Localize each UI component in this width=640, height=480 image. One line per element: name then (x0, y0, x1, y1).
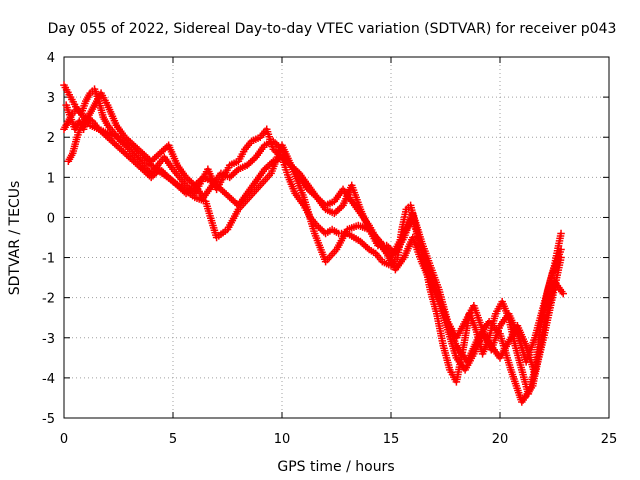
y-tick-label: 4 (47, 51, 55, 66)
x-tick-label: 5 (169, 432, 177, 447)
y-axis-label: SDTVAR / TECUs (7, 181, 23, 296)
axis-ticks: 0 5 10 15 20 25 -5 -4 -3 -2 -1 0 1 2 3 4 (42, 51, 617, 447)
y-tick-label: -4 (42, 372, 55, 387)
x-tick-label: 20 (492, 432, 509, 447)
x-tick-label: 15 (383, 432, 400, 447)
y-tick-label: 3 (47, 91, 55, 106)
y-tick-label: 2 (47, 131, 55, 146)
x-tick-label: 10 (274, 432, 291, 447)
data-marks (60, 81, 567, 406)
x-tick-label: 25 (601, 432, 618, 447)
grid-lines (64, 57, 609, 418)
y-tick-label: 1 (47, 171, 55, 186)
y-tick-label: -2 (42, 292, 55, 307)
data-point (557, 253, 565, 262)
x-tick-label: 0 (60, 432, 68, 447)
data-point (559, 289, 567, 298)
data-point (557, 245, 565, 254)
y-tick-label: -5 (42, 412, 55, 427)
chart-title: Day 055 of 2022, Sidereal Day-to-day VTE… (48, 21, 617, 37)
y-tick-label: 0 (47, 211, 55, 226)
x-axis-label: GPS time / hours (277, 459, 394, 475)
plot-frame (63, 56, 610, 419)
y-tick-label: -3 (42, 332, 55, 347)
data-point (557, 229, 565, 238)
y-tick-label: -1 (42, 252, 55, 267)
series-trace-d (60, 81, 567, 406)
